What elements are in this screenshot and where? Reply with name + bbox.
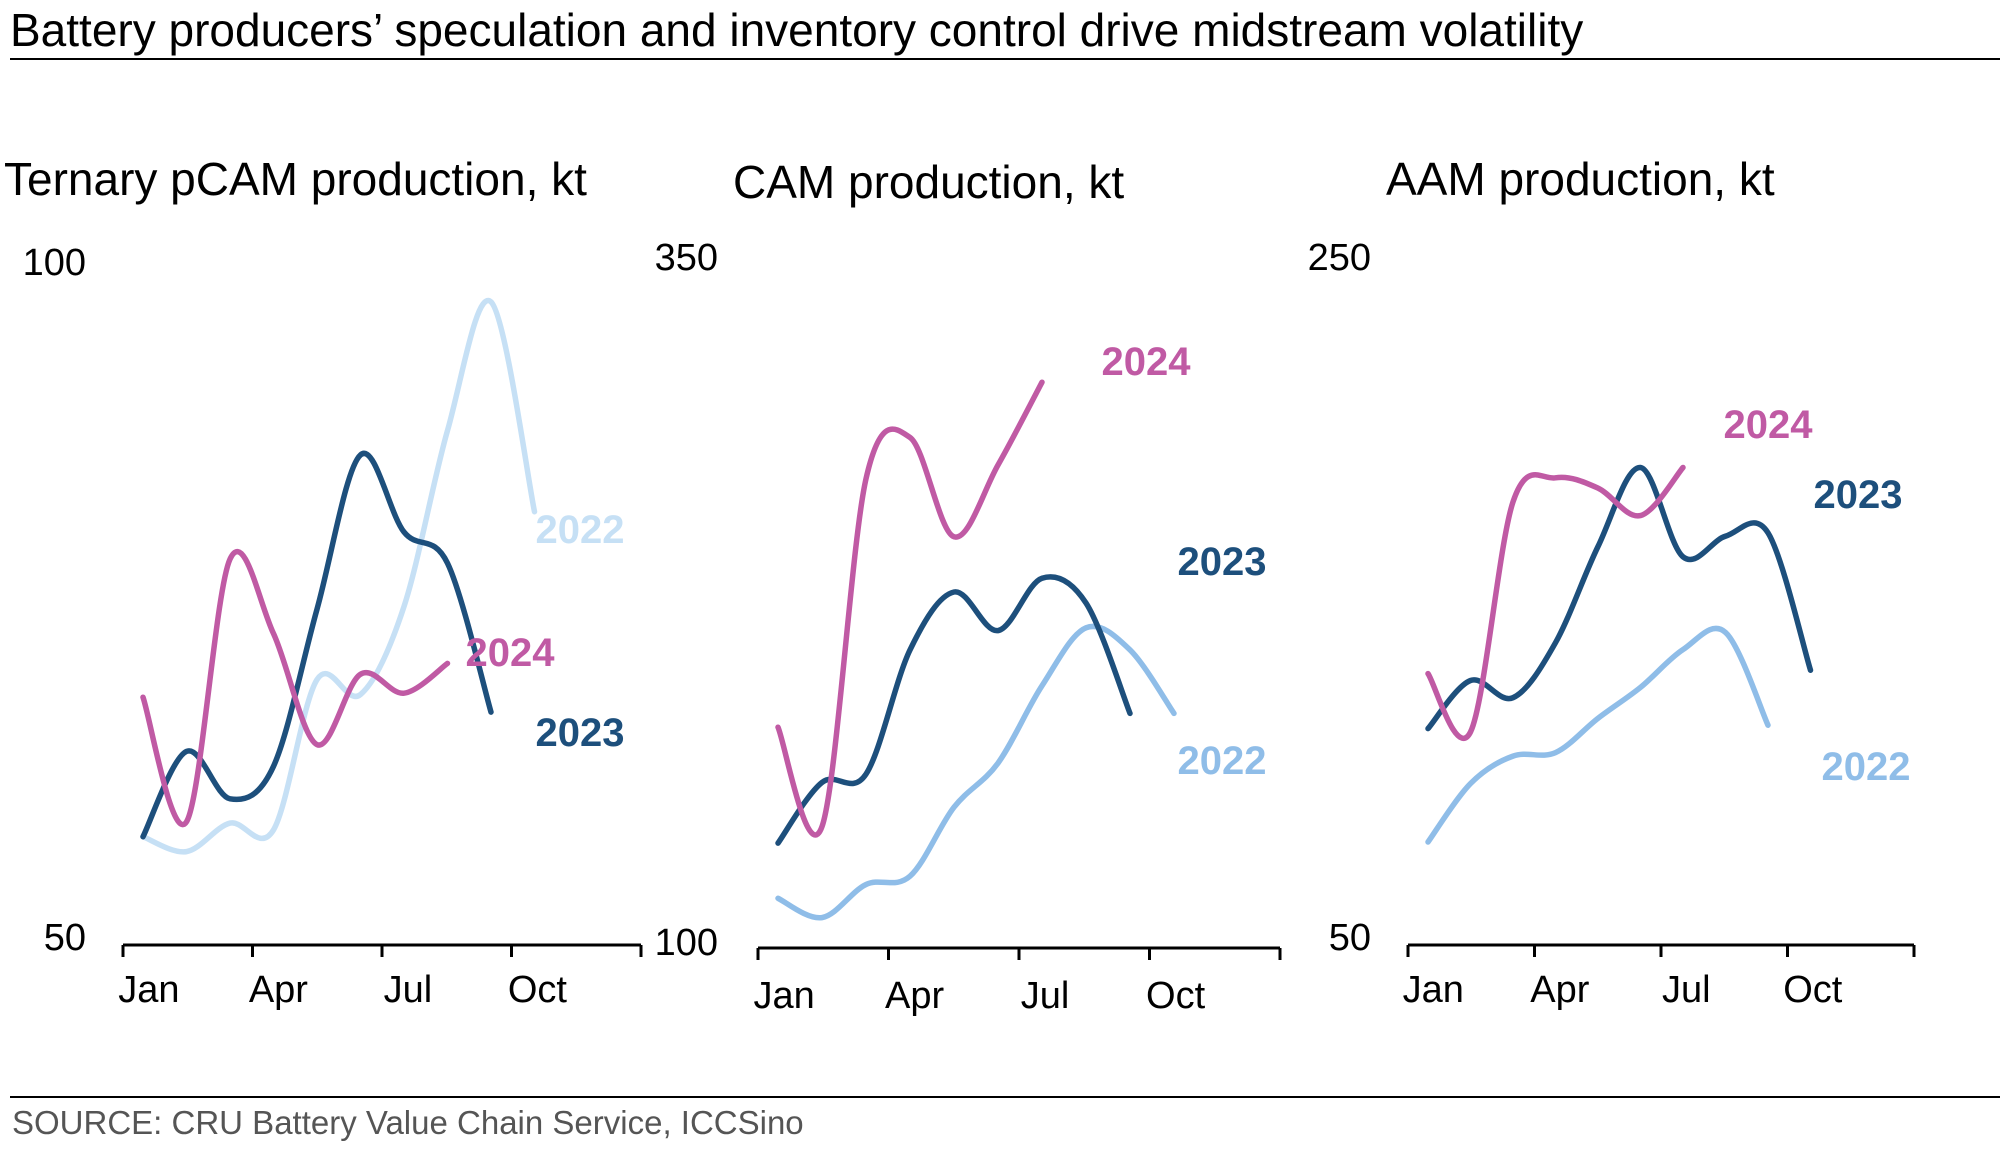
panel3-series-label-2022: 2022 [1822,745,1911,789]
panel1-series-2022 [140,297,538,855]
source-note: SOURCE: CRU Battery Value Chain Service,… [12,1104,804,1141]
panel2-xtick-label-oct: Oct [1146,975,1206,1017]
panel1-ytick-min: 50 [44,917,86,959]
panel3-title: AAM production, kt [1386,153,1775,205]
title-rule [10,58,2000,60]
panel2-series-2022 [775,623,1177,921]
panel1-xtick-label-jul: Jul [384,969,433,1011]
source-rule [10,1096,2000,1098]
panel3-ytick-max: 250 [1308,237,1371,279]
panel3-series-2023 [1425,464,1814,732]
panel2-ytick-min: 100 [655,922,718,964]
panel3-series-label-2023: 2023 [1814,473,1903,517]
panel2-title: CAM production, kt [733,156,1124,208]
panel3-xtick-label-oct: Oct [1783,969,1843,1011]
panel2-series-label-2022: 2022 [1178,739,1267,783]
panel3-series-2024 [1425,464,1686,742]
panel1-series-label-2024: 2024 [466,631,556,675]
panel1-series-2024 [140,548,451,828]
panel2-xtick-label-jul: Jul [1021,975,1070,1017]
panel2-series-2023 [775,574,1133,846]
panel1-series-label-2023: 2023 [536,711,625,755]
main-title: Battery producers’ speculation and inven… [10,4,1584,56]
panel1-title: Ternary pCAM production, kt [4,153,587,205]
panel1-series-label-2022: 2022 [536,508,625,552]
panel3-xtick-label-jan: Jan [1403,969,1464,1011]
panel1-xtick-label-jan: Jan [118,969,179,1011]
panel2-series-label-2024: 2024 [1102,340,1192,384]
panel2-ytick-max: 350 [655,237,718,279]
panel1-xtick-label-oct: Oct [508,969,568,1011]
panel3-series-2022 [1425,625,1771,845]
panel3-series-label-2024: 2024 [1724,403,1814,447]
panel1-xtick-label-apr: Apr [249,969,308,1011]
panel3-xtick-label-apr: Apr [1530,969,1589,1011]
panel3-ytick-min: 50 [1329,917,1371,959]
panel3-xtick-label-jul: Jul [1662,969,1711,1011]
panel1-ytick-max: 100 [23,242,86,284]
panel2-series-2024 [775,379,1045,838]
panel2-xtick-label-jan: Jan [753,975,814,1017]
panel2-series-label-2023: 2023 [1178,540,1267,584]
panel2-xtick-label-apr: Apr [885,975,944,1017]
